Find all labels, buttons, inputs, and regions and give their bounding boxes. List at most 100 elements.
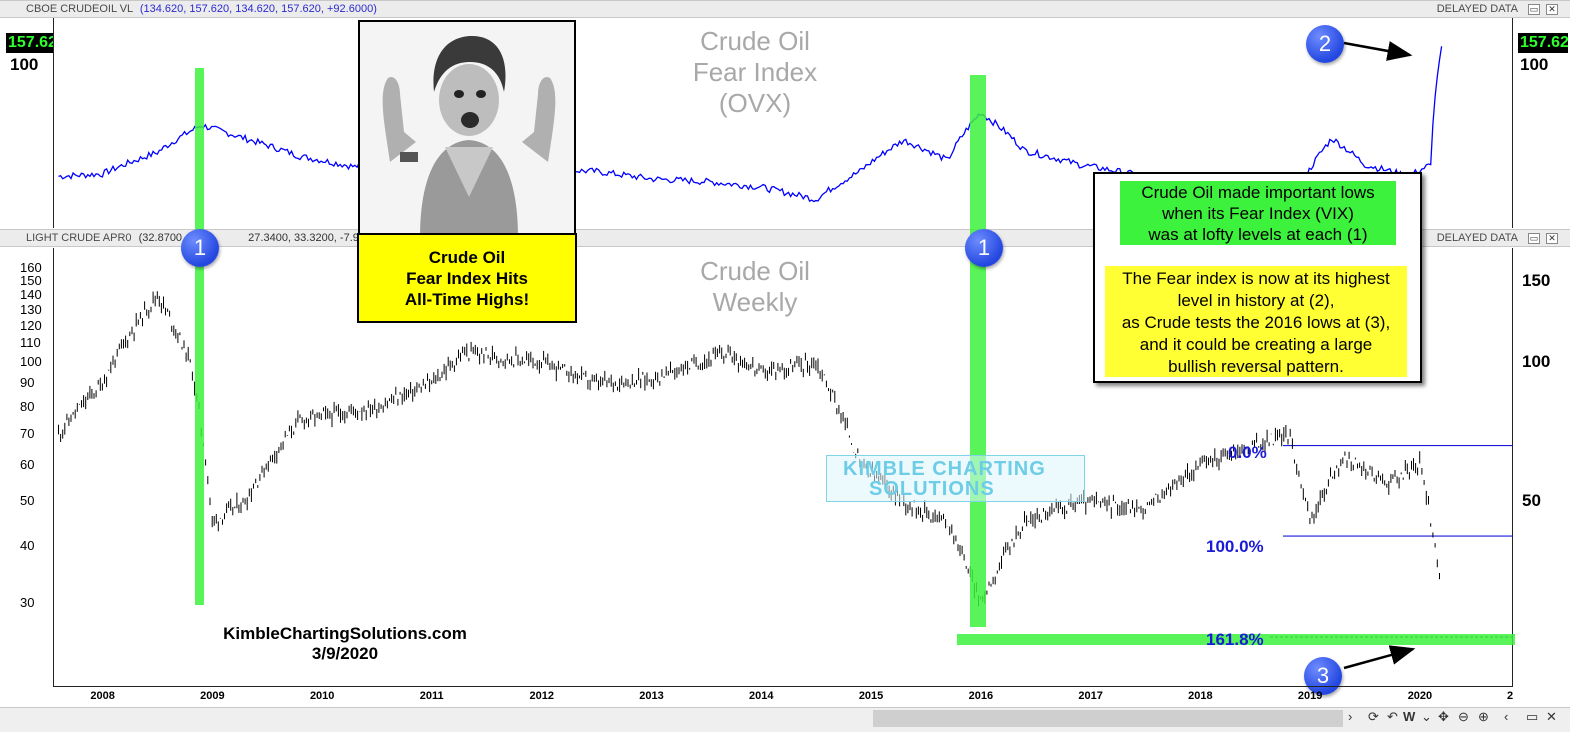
y-tick-label-right: 50	[1522, 491, 1541, 511]
crude-delayed-label: DELAYED DATA	[1436, 232, 1518, 244]
fib-161-label: 161.8%	[1206, 630, 1264, 649]
commentary-green-note: Crude Oil made important lows when its F…	[1120, 181, 1396, 245]
marker-1-2016: 1	[965, 229, 1003, 267]
crude-symbol: LIGHT CRUDE APR0	[26, 232, 132, 244]
credit-date: 3/9/2020	[311, 644, 379, 663]
y-tick-label-left: 50	[20, 493, 35, 509]
close-icon[interactable]: ✕	[1546, 4, 1558, 15]
zoom-out-icon[interactable]: ⊖	[1458, 709, 1469, 724]
note-yellow-line-4: and it could be creating a large	[1139, 335, 1373, 354]
x-tick-label: 2016	[968, 690, 994, 702]
crude-plot-area	[53, 248, 1513, 686]
note-yellow-line-1: The Fear index is now at its highest	[1122, 269, 1390, 288]
ovx-price-tag-right: 157.62	[1518, 33, 1568, 53]
headline-line-3: All-Time Highs!	[404, 290, 530, 309]
ovx-price-tag-left: 157.62	[6, 33, 53, 53]
restore-icon[interactable]: ▭	[1526, 709, 1539, 724]
x-tick-label: 2010	[309, 690, 335, 702]
credit-site: KimbleChartingSolutions.com	[223, 624, 467, 643]
crude-title-line-1: Crude Oil	[700, 256, 810, 286]
x-tick-label: 2018	[1188, 690, 1213, 702]
y-tick-label-left: 70	[20, 425, 35, 441]
x-axis	[53, 686, 1513, 706]
x-tick-label: 2013	[639, 690, 664, 702]
y-tick-label-left: 80	[20, 399, 35, 414]
y-tick-label-right: 100	[1522, 352, 1551, 372]
x-tick-label: 2	[1507, 690, 1514, 702]
marker-3: 3	[1304, 657, 1342, 695]
highlight-bar-2016-lows	[957, 634, 1515, 645]
note-yellow-line-5: bullish reversal pattern.	[1168, 357, 1344, 376]
ovx-delayed-label: DELAYED DATA	[1436, 3, 1518, 15]
fib-100-label: 100.0%	[1206, 537, 1264, 556]
zoom-in-icon[interactable]: ⊕	[1478, 709, 1489, 724]
x-tick-label: 2014	[749, 690, 774, 702]
logo-line-1: KIMBLE CHARTING	[843, 458, 1046, 480]
y-tick-label-left: 130	[20, 301, 42, 317]
restore-icon[interactable]: ▭	[1528, 4, 1540, 15]
commentary-yellow-note: The Fear index is now at its highest lev…	[1105, 266, 1407, 377]
y-tick-label-left: 150	[20, 273, 42, 289]
x-tick-label: 2020	[1407, 690, 1433, 702]
weekly-icon[interactable]: W	[1403, 709, 1416, 724]
frightened-woman-photo	[358, 20, 576, 236]
y-tick-label-left: 40	[20, 537, 35, 553]
ovx-plot-area	[53, 18, 1513, 228]
y-tick-label-left: 160	[20, 260, 42, 276]
horizontal-scrollbar[interactable]	[873, 710, 1343, 727]
scroll-right-icon[interactable]: ›	[1348, 709, 1353, 724]
x-tick-label: 2008	[90, 690, 115, 702]
y-tick-label-left: 30	[20, 595, 35, 611]
y-tick-label-left: 60	[20, 456, 35, 472]
crude-title-line-2: Weekly	[712, 287, 798, 317]
ovx-panel-header: CBOE CRUDEOIL VL (134.620, 157.620, 134.…	[0, 0, 1570, 18]
ovx-axis-100-right: 100	[1520, 55, 1549, 74]
y-tick-label-left: 110	[20, 335, 41, 351]
close-icon[interactable]: ✕	[1546, 233, 1558, 244]
x-tick-label: 2012	[529, 690, 554, 702]
headline-line-2: Fear Index Hits	[406, 269, 528, 288]
highlight-bar-2016	[970, 75, 986, 627]
crude-values-tail: 27.3400, 33.3200, -7.96000	[248, 232, 384, 244]
x-tick-label: 2015	[858, 690, 884, 702]
note-yellow-line-3: as Crude tests the 2016 lows at (3),	[1121, 313, 1391, 332]
undo-icon[interactable]: ↶	[1387, 709, 1398, 724]
headline-line-1: Crude Oil	[428, 248, 506, 267]
move-icon[interactable]: ✥	[1438, 709, 1449, 724]
note-yellow-line-2: level in history at (2),	[1177, 291, 1335, 310]
commentary-box: Crude Oil made important lows when its F…	[1093, 172, 1422, 383]
kimble-logo-watermark: KIMBLE CHARTING SOLUTIONS	[826, 455, 1085, 502]
scroll-left-icon[interactable]: ‹	[1504, 709, 1509, 724]
y-tick-label-left: 120	[20, 317, 42, 333]
dropdown-icon[interactable]: ⌄	[1421, 709, 1432, 724]
credit-block: KimbleChartingSolutions.com 3/9/2020	[200, 624, 490, 664]
y-tick-label-left: 90	[20, 375, 35, 391]
ovx-values: (134.620, 157.620, 134.620, 157.620, +92…	[139, 3, 377, 15]
x-tick-label: 2009	[200, 690, 225, 702]
y-tick-label-right: 150	[1522, 271, 1551, 291]
y-tick-label-left: 140	[20, 286, 42, 302]
logo-line-2: SOLUTIONS	[869, 478, 995, 500]
y-tick-label-left: 100	[20, 354, 42, 370]
close-icon[interactable]: ✕	[1546, 709, 1557, 724]
x-tick-label: 2019	[1297, 690, 1323, 702]
note-green-line-3: was at lofty levels at each (1)	[1148, 225, 1368, 244]
ovx-axis-100-left: 100	[10, 55, 39, 74]
marker-2: 2	[1306, 25, 1344, 63]
crude-title: Crude Oil Weekly	[680, 256, 830, 318]
headline-box: Crude Oil Fear Index Hits All-Time Highs…	[357, 233, 577, 323]
highlight-bar-2009	[195, 68, 204, 605]
ovx-title-line-1: Crude Oil	[700, 26, 810, 56]
fib-0-label: 0.0%	[1228, 443, 1267, 462]
crude-values: (32.8700,	[138, 232, 186, 244]
marker-1-2009: 1	[181, 229, 219, 267]
note-green-line-2: when its Fear Index (VIX)	[1162, 204, 1354, 223]
x-tick-label: 2011	[419, 690, 444, 702]
ovx-title-line-2: Fear Index	[692, 57, 818, 87]
x-tick-label: 2017	[1078, 690, 1103, 702]
refresh-icon[interactable]: ⟳	[1368, 709, 1379, 724]
note-green-line-1: Crude Oil made important lows	[1141, 183, 1375, 202]
ovx-title: Crude Oil Fear Index (OVX)	[680, 26, 830, 119]
ovx-symbol: CBOE CRUDEOIL VL	[26, 3, 133, 15]
restore-icon[interactable]: ▭	[1528, 233, 1540, 244]
